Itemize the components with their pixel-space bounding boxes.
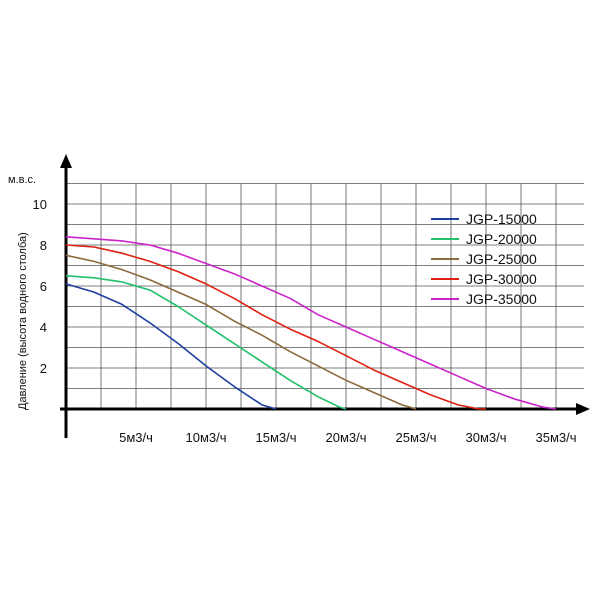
legend: JGP-15000 JGP-20000 JGP-25000 JGP-30000 JGP-… [431,211,537,307]
x-axis-arrow [576,403,590,415]
series-line-jgp-20000 [65,275,347,410]
series-line-jgp-25000 [65,254,417,410]
x-tick-label: 5м3/ч [119,430,153,445]
x-tick-label: 20м3/ч [325,430,366,445]
y-tick-label: 2 [40,361,47,376]
grid [65,183,584,409]
legend-entry: JGP-25000 [466,251,537,267]
legend-entry: JGP-35000 [466,291,537,307]
legend-entry: JGP-15000 [466,211,537,227]
legend-entry: JGP-30000 [466,271,537,287]
y-tick-label: 8 [40,238,47,253]
y-tick-label: 10 [33,197,47,212]
tick-labels: 5м3/ч 10м3/ч 15м3/ч 20м3/ч 25м3/ч 30м3/ч 35м3/… [33,197,577,445]
legend-entry: JGP-20000 [466,231,537,247]
x-tick-label: 35м3/ч [535,430,576,445]
series-line-jgp-35000 [65,236,557,410]
series-line-jgp-15000 [65,283,277,410]
axes [60,154,590,438]
x-tick-label: 10м3/ч [185,430,226,445]
x-tick-label: 15м3/ч [255,430,296,445]
y-axis-unit-label: м.в.с. [8,174,36,186]
series-lines [65,236,557,410]
y-axis-arrow [60,154,72,168]
y-tick-label: 6 [40,279,47,294]
y-tick-label: 4 [40,320,47,335]
x-tick-label: 30м3/ч [465,430,506,445]
x-tick-label: 25м3/ч [395,430,436,445]
series-line-jgp-30000 [65,244,486,410]
y-axis-title: Давление (высота водного столба) [17,232,29,410]
